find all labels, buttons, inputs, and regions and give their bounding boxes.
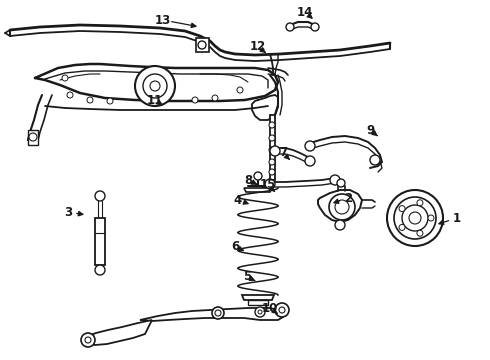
Text: 9: 9 xyxy=(366,123,374,136)
Circle shape xyxy=(135,66,175,106)
Circle shape xyxy=(311,23,319,31)
Circle shape xyxy=(212,307,224,319)
Circle shape xyxy=(143,74,167,98)
Text: 3: 3 xyxy=(64,206,72,219)
Circle shape xyxy=(62,75,68,81)
Circle shape xyxy=(212,95,218,101)
Text: 1: 1 xyxy=(453,211,461,225)
Circle shape xyxy=(95,265,105,275)
Text: 8: 8 xyxy=(244,174,252,186)
Circle shape xyxy=(254,172,262,180)
Polygon shape xyxy=(270,115,275,180)
Polygon shape xyxy=(244,188,272,192)
Circle shape xyxy=(269,135,275,141)
Circle shape xyxy=(335,200,349,214)
Circle shape xyxy=(305,141,315,151)
Circle shape xyxy=(85,337,91,343)
Polygon shape xyxy=(196,38,209,52)
Circle shape xyxy=(87,97,93,103)
Polygon shape xyxy=(85,320,152,345)
Circle shape xyxy=(417,200,423,206)
Text: 14: 14 xyxy=(297,5,313,18)
Circle shape xyxy=(81,333,95,347)
Text: 11: 11 xyxy=(147,94,163,107)
Polygon shape xyxy=(95,218,105,265)
Polygon shape xyxy=(28,130,38,145)
Circle shape xyxy=(409,212,421,224)
Circle shape xyxy=(279,307,285,313)
Text: 4: 4 xyxy=(234,194,242,207)
Circle shape xyxy=(330,175,340,185)
Circle shape xyxy=(95,191,105,201)
Text: 5: 5 xyxy=(243,270,251,284)
Circle shape xyxy=(150,81,160,91)
Circle shape xyxy=(258,310,262,314)
Circle shape xyxy=(265,179,275,189)
Polygon shape xyxy=(140,308,283,321)
Circle shape xyxy=(399,224,405,230)
Circle shape xyxy=(370,155,380,165)
Text: 13: 13 xyxy=(155,13,171,27)
Circle shape xyxy=(107,98,113,104)
Circle shape xyxy=(428,215,434,221)
Circle shape xyxy=(269,159,275,165)
Circle shape xyxy=(215,310,221,316)
Text: 10: 10 xyxy=(262,302,278,315)
Polygon shape xyxy=(242,295,274,300)
Circle shape xyxy=(255,307,265,317)
Circle shape xyxy=(394,197,436,239)
Circle shape xyxy=(192,97,198,103)
Circle shape xyxy=(402,205,428,231)
Circle shape xyxy=(335,220,345,230)
Circle shape xyxy=(305,156,315,166)
Circle shape xyxy=(337,179,345,187)
Circle shape xyxy=(270,146,280,156)
Polygon shape xyxy=(318,190,362,222)
Circle shape xyxy=(275,303,289,317)
Circle shape xyxy=(269,122,275,128)
Text: 6: 6 xyxy=(231,240,239,253)
Circle shape xyxy=(198,41,206,49)
Circle shape xyxy=(417,230,423,236)
Circle shape xyxy=(269,169,275,175)
Text: 7: 7 xyxy=(279,147,287,159)
Circle shape xyxy=(29,133,37,141)
Text: 15: 15 xyxy=(260,179,276,192)
Circle shape xyxy=(269,147,275,153)
Circle shape xyxy=(237,87,243,93)
Circle shape xyxy=(286,23,294,31)
Circle shape xyxy=(67,92,73,98)
Circle shape xyxy=(329,194,355,220)
Polygon shape xyxy=(248,300,268,305)
Circle shape xyxy=(399,206,405,212)
Text: 2: 2 xyxy=(344,192,352,204)
Text: 12: 12 xyxy=(250,40,266,54)
Circle shape xyxy=(387,190,443,246)
